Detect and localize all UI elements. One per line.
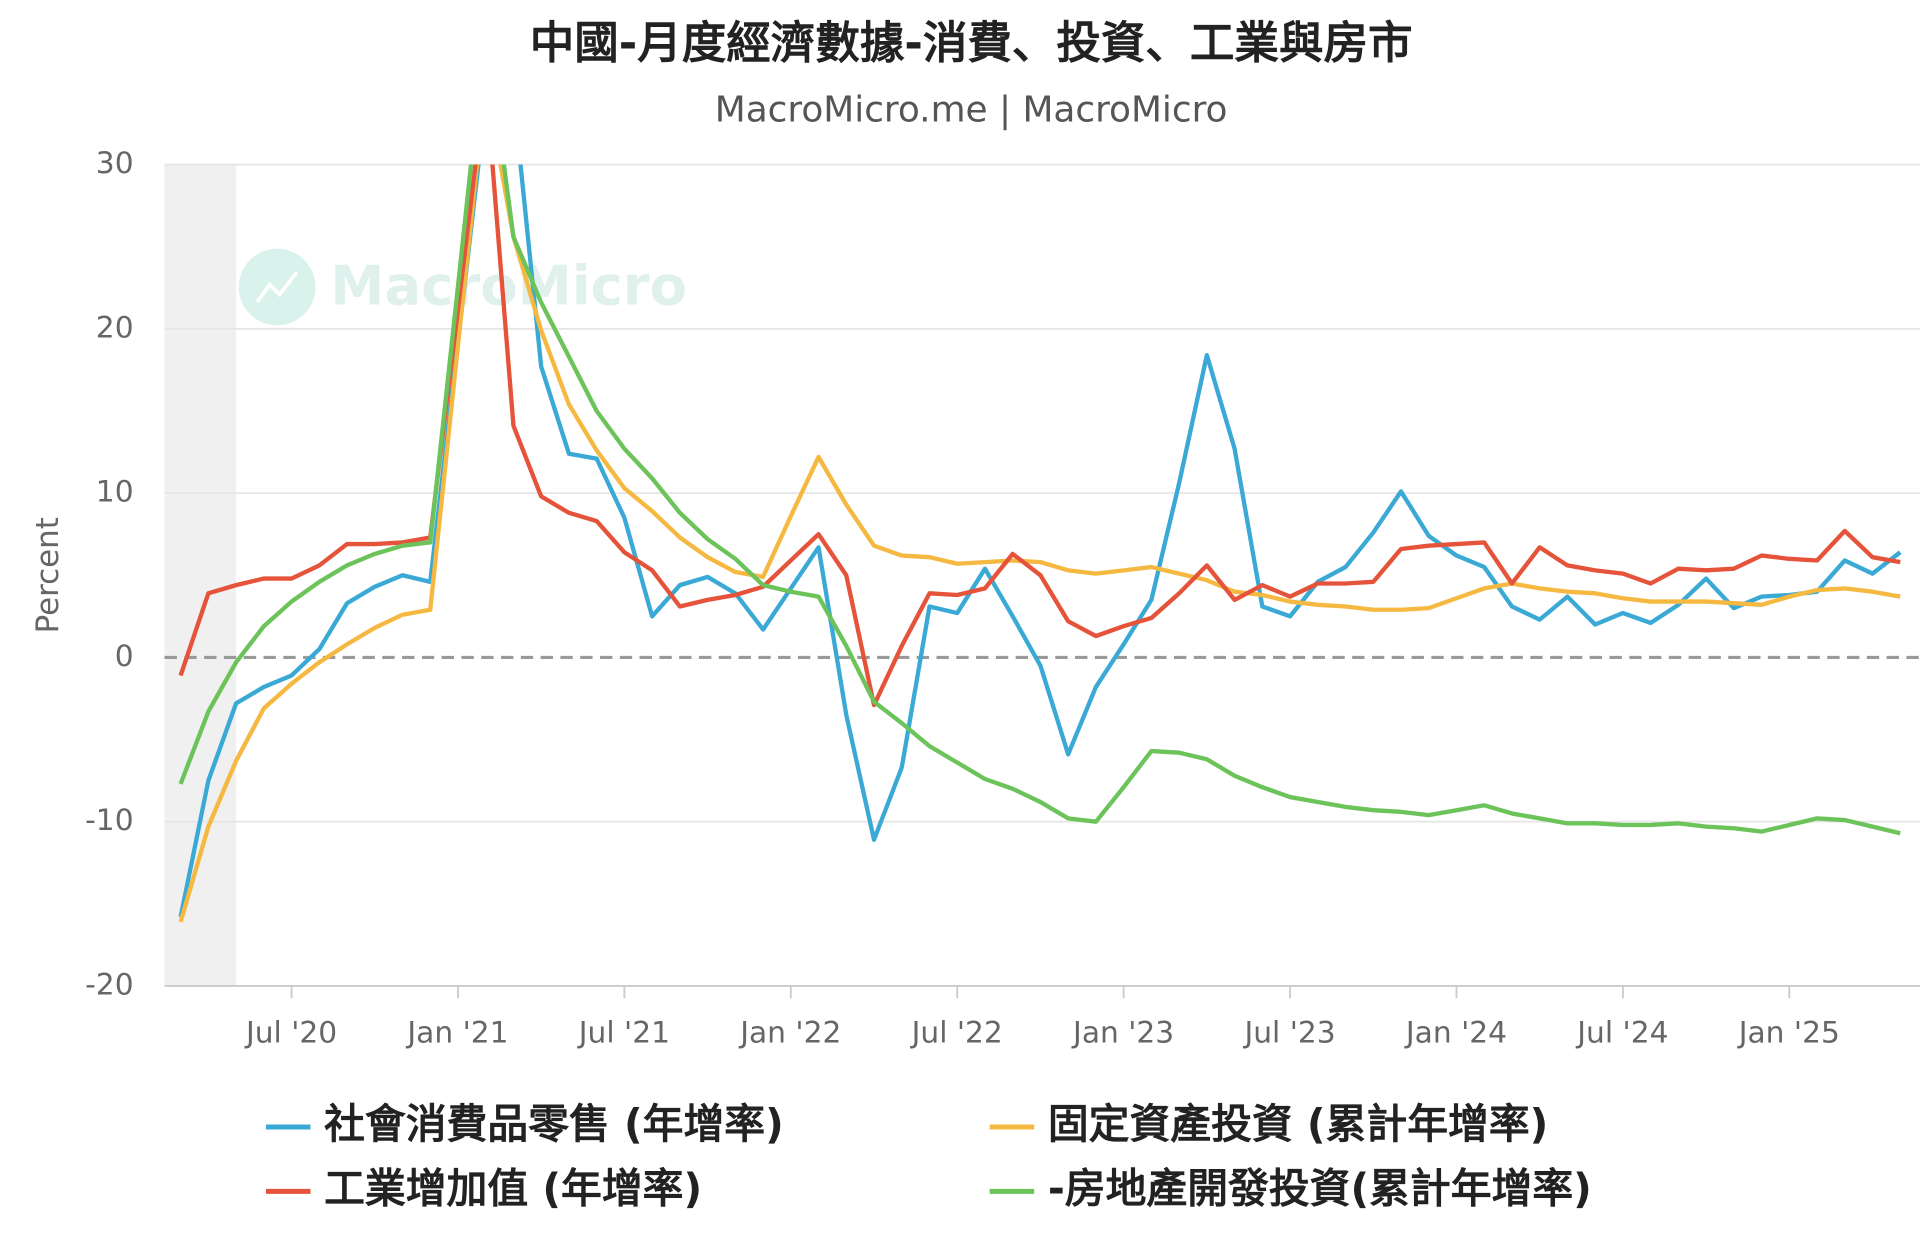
shaded-period (164, 164, 237, 986)
watermark-icon (238, 248, 316, 326)
legend-label: 社會消費品零售 (年增率) (324, 1100, 784, 1148)
legend-label: 固定資產投資 (累計年增率) (1048, 1100, 1548, 1148)
x-tick-label: Jul '20 (244, 1016, 337, 1051)
chart-subtitle: MacroMicro.me | MacroMicro (715, 89, 1228, 130)
x-tick-label: Jan '23 (1071, 1016, 1174, 1051)
legend-label: -房地產開發投資(累計年增率) (1048, 1164, 1592, 1212)
chart-title: 中國-月度經濟數據-消費、投資、工業與房市 (530, 17, 1413, 69)
watermark-icon-line (255, 271, 299, 303)
background-layer (164, 164, 237, 986)
x-tick-label: Jan '25 (1737, 1016, 1840, 1051)
series-line (178, 164, 1902, 918)
series-line (178, 164, 1901, 708)
y-tick-label: -20 (85, 967, 134, 1002)
watermark: MacroMicro (330, 254, 687, 318)
y-tick-label: 30 (96, 146, 134, 181)
y-tick-label: 10 (96, 475, 134, 510)
y-tick-label: -10 (85, 803, 134, 838)
x-tick-label: Jan '22 (738, 1016, 841, 1051)
legend: 社會消費品零售 (年增率) 固定資產投資 (累計年增率) 工業增加值 (年增率) -房… (265, 1100, 1592, 1212)
series-line (178, 164, 1901, 836)
lines-layer (178, 164, 1902, 923)
series-line (178, 164, 1901, 923)
y-tick-label: 0 (115, 639, 134, 674)
x-tick-label: Jan '21 (405, 1016, 508, 1051)
x-tick-label: Jan '24 (1404, 1016, 1507, 1051)
x-tick-label: Jul '22 (910, 1016, 1003, 1051)
x-tick-label: Jul '23 (1242, 1016, 1335, 1051)
x-tick-label: Jul '21 (577, 1016, 670, 1051)
x-tick-label: Jul '24 (1575, 1016, 1668, 1051)
legend-label: 工業增加值 (年增率) (324, 1164, 702, 1212)
y-axis-label: Percent (30, 517, 66, 633)
y-tick-label: 20 (96, 310, 134, 345)
watermark-layer: MacroMicro (238, 248, 687, 326)
